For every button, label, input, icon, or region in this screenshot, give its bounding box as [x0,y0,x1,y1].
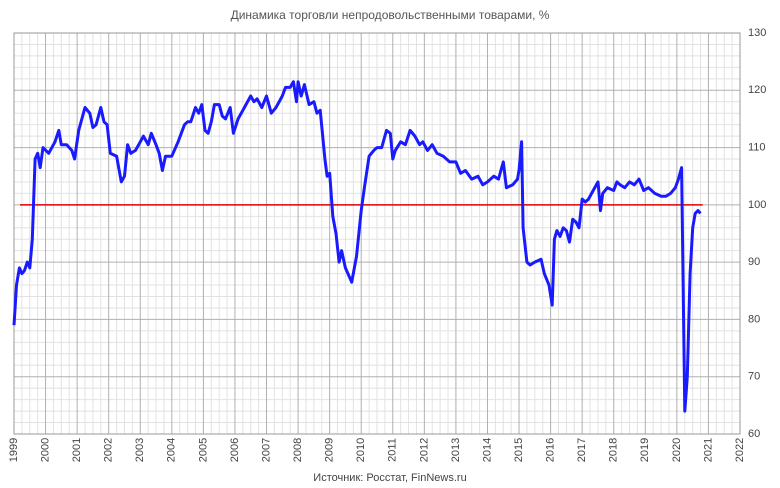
x-tick-label: 2014 [481,438,493,462]
y-tick-label: 130 [748,27,766,39]
x-tick-label: 2011 [387,438,399,462]
x-tick-label: 2017 [576,438,588,462]
x-tick-label: 2013 [450,438,462,462]
y-tick-label: 110 [748,141,766,153]
source-note: Источник: Росстат, FinNews.ru [313,472,466,484]
x-tick-label: 2010 [355,438,367,462]
x-tick-label: 2002 [103,438,115,462]
data-line [12,80,702,413]
x-tick-label: 2009 [324,438,336,462]
y-tick-label: 70 [748,371,760,383]
x-tick-label: 1999 [8,438,20,462]
x-tick-label: 2012 [418,438,430,462]
y-tick-label: 80 [748,313,760,325]
x-tick-label: 2016 [545,438,557,462]
y-tick-label: 100 [748,199,766,211]
x-tick-label: 2006 [229,438,241,462]
x-tick-label: 2019 [639,438,651,462]
x-tick-label: 2004 [166,438,178,462]
x-tick-label: 2018 [608,438,620,462]
x-tick-label: 2022 [734,438,746,462]
x-tick-label: 2000 [39,438,51,462]
y-tick-label: 90 [748,256,760,268]
x-tick-label: 2007 [260,438,272,462]
x-tick-label: 2008 [292,438,304,462]
y-tick-label: 60 [748,428,760,440]
x-tick-label: 2015 [513,438,525,462]
x-tick-label: 2005 [197,438,209,462]
x-tick-label: 2020 [671,438,683,462]
x-tick-label: 2001 [71,438,83,462]
y-tick-label: 120 [748,84,766,96]
x-tick-label: 2021 [702,438,714,462]
plot-border [13,32,741,435]
x-tick-label: 2003 [134,438,146,462]
chart-title: Динамика торговли непродовольственными т… [231,8,550,22]
